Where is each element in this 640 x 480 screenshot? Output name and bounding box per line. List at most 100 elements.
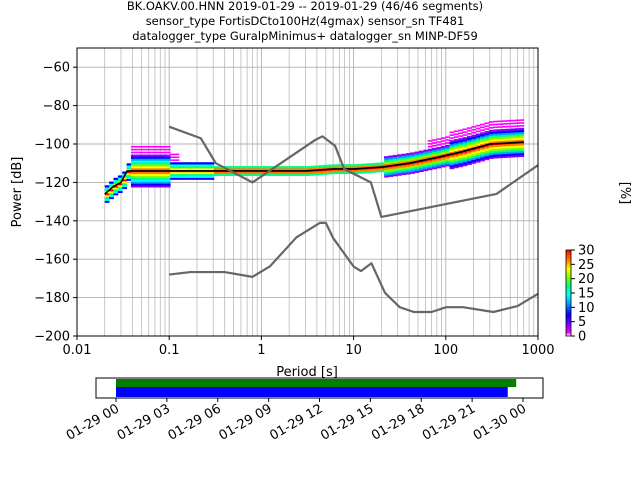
psd-cell <box>117 188 123 192</box>
psd-cell <box>366 163 372 166</box>
psd-cell <box>449 159 455 162</box>
psd-cell <box>196 173 202 176</box>
psd-cell <box>475 137 481 140</box>
psd-cell <box>405 168 411 171</box>
psd-cell <box>170 175 175 178</box>
psd-cell <box>314 173 320 176</box>
psd-cell <box>279 166 285 169</box>
time-tick-label: 01-29 06 <box>166 401 224 443</box>
psd-cell <box>501 126 507 128</box>
psd-cell <box>165 181 171 184</box>
psd-cell <box>170 164 175 167</box>
psd-cell <box>183 162 189 165</box>
psd-cell <box>453 160 459 163</box>
psd-cell <box>126 167 132 170</box>
psd-cell <box>397 156 402 159</box>
psd-cell <box>388 174 394 177</box>
psd-cell <box>384 175 389 178</box>
psd-cell <box>397 171 402 174</box>
psd-cell <box>157 158 162 161</box>
psd-cell <box>157 151 162 154</box>
psd-cell <box>427 162 433 165</box>
psd-cell <box>484 122 490 125</box>
plot-frame <box>76 47 539 337</box>
psd-cell <box>480 126 485 129</box>
psd-cell <box>152 145 158 148</box>
psd-cell <box>157 185 162 188</box>
psd-cell <box>501 138 507 141</box>
psd-cell <box>510 155 516 158</box>
psd-cell <box>506 130 512 133</box>
psd-cell <box>488 126 494 129</box>
psd-cell <box>309 165 315 168</box>
psd-cell <box>519 152 525 156</box>
psd-cell <box>471 136 477 139</box>
psd-cell <box>471 146 477 149</box>
psd-cell <box>506 125 512 128</box>
psd-cell <box>405 155 411 158</box>
psd-cell <box>501 150 507 153</box>
psd-cell <box>519 131 525 134</box>
psd-cell <box>165 171 171 175</box>
psd-cell <box>240 166 245 169</box>
psd-cell <box>144 168 149 171</box>
psd-cell <box>388 168 394 172</box>
psd-cell <box>514 155 520 158</box>
psd-cell <box>427 167 433 171</box>
psd-cell <box>497 123 503 126</box>
psd-cell <box>135 171 141 175</box>
psd-cell <box>130 177 136 180</box>
psd-cell <box>144 158 149 161</box>
psd-cell <box>440 147 446 151</box>
psd-cell <box>130 179 136 182</box>
psd-cell <box>314 167 320 170</box>
psd-cell <box>318 172 324 176</box>
psd-cell <box>327 172 333 175</box>
title-line-1: BK.OAKV.00.HNN 2019-01-29 -- 2019-01-29 … <box>127 0 483 13</box>
psd-cell <box>510 136 516 139</box>
psd-cell <box>458 161 464 164</box>
psd-cell <box>466 153 472 156</box>
psd-cell <box>148 154 154 157</box>
psd-cell <box>501 140 507 143</box>
psd-cell <box>484 154 490 157</box>
psd-cell <box>401 165 407 168</box>
time-tick-label: 01-30 00 <box>471 401 529 443</box>
psd-cell <box>510 134 516 137</box>
psd-cell <box>458 155 464 158</box>
psd-cell <box>174 166 180 169</box>
psd-cell <box>384 173 389 176</box>
psd-cell <box>488 147 494 150</box>
psd-cell <box>192 173 197 176</box>
psd-cell <box>170 173 175 176</box>
psd-cell <box>126 172 132 176</box>
psd-cell <box>493 146 498 149</box>
psd-cell <box>200 175 206 178</box>
psd-cell <box>152 148 158 151</box>
psd-cell <box>384 163 389 167</box>
psd-cell <box>397 154 402 157</box>
psd-cell <box>440 149 446 153</box>
psd-cell <box>453 164 459 167</box>
psd-cell <box>161 162 167 165</box>
psd-cell <box>231 173 237 176</box>
psd-cell <box>484 125 490 127</box>
psd-cell <box>340 171 346 175</box>
psd-cell <box>480 147 485 150</box>
psd-cell <box>418 152 424 155</box>
psd-cell <box>401 157 407 160</box>
psd-cell <box>165 166 171 169</box>
psd-cell <box>109 194 114 198</box>
psd-cell <box>410 171 416 174</box>
psd-cell <box>397 158 402 161</box>
psd-cell <box>152 162 158 165</box>
psd-cell <box>392 156 398 160</box>
psd-cell <box>218 166 223 169</box>
psd-cell <box>157 168 162 171</box>
psd-cell <box>519 125 525 127</box>
psd-cell <box>130 166 136 169</box>
psd-cell <box>471 140 477 143</box>
psd-cell <box>152 166 158 169</box>
psd-cell <box>453 142 459 146</box>
psd-cell <box>501 151 507 155</box>
